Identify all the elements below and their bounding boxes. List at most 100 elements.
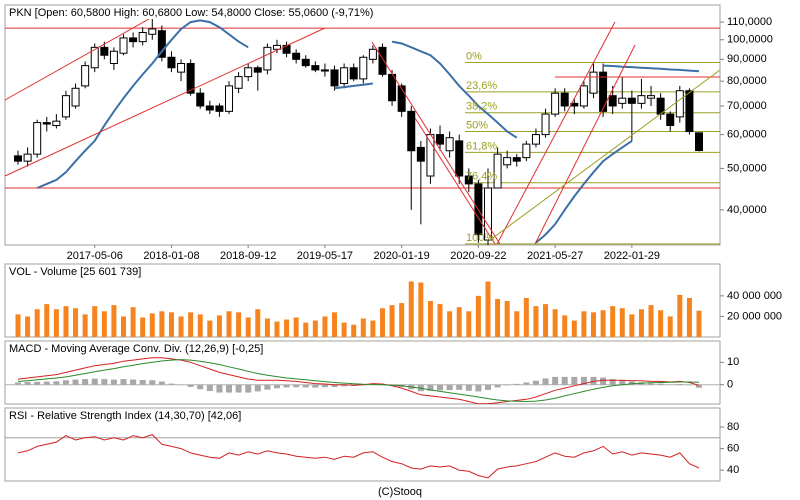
panel-title: VOL - Volume [25 601 739] xyxy=(9,266,141,278)
candle-body xyxy=(464,175,473,185)
volume-bar xyxy=(447,311,453,337)
volume-bar xyxy=(168,312,174,337)
candle-body xyxy=(627,97,636,104)
histogram-bar xyxy=(43,381,50,385)
moving-average xyxy=(603,64,700,73)
volume-bar xyxy=(619,308,625,337)
histogram-bar xyxy=(273,384,280,389)
y-tick-label: 70,0000 xyxy=(727,100,767,112)
candle-body xyxy=(129,37,138,43)
x-tick-label: 2022-01-29 xyxy=(604,250,660,262)
histogram-bar xyxy=(158,381,165,385)
volume-bar xyxy=(140,317,146,337)
histogram-bar xyxy=(53,381,60,385)
histogram-bar xyxy=(312,384,319,388)
candle-body xyxy=(119,37,128,54)
candle-body xyxy=(225,85,234,112)
volume-bar xyxy=(543,304,549,337)
title-background xyxy=(6,6,377,19)
candle-body xyxy=(675,90,684,118)
volume-bar xyxy=(658,310,664,337)
candle-body xyxy=(560,92,569,107)
volume-bar xyxy=(571,320,577,337)
histogram-bar xyxy=(82,379,89,385)
candle-body xyxy=(330,69,339,87)
volume-bar xyxy=(600,310,606,337)
histogram-bar xyxy=(216,384,223,393)
y-tick-label: 40 xyxy=(727,464,739,476)
volume-bar xyxy=(581,311,587,337)
candle-body xyxy=(205,105,214,111)
volume-bar xyxy=(322,316,328,337)
candle-body xyxy=(311,65,320,71)
trend-line xyxy=(4,27,326,177)
volume-bar xyxy=(73,308,79,337)
histogram-bar xyxy=(168,383,175,385)
volume-bar xyxy=(523,297,529,337)
histogram-bar xyxy=(283,384,290,388)
histogram-bar xyxy=(590,376,597,385)
trend-lines xyxy=(4,5,721,245)
histogram-bar xyxy=(72,379,79,385)
histogram-bar xyxy=(149,380,156,385)
volume-bar xyxy=(552,309,558,337)
candle-body xyxy=(340,67,349,85)
histogram-bar xyxy=(494,384,501,388)
title-background xyxy=(6,265,145,278)
volume-bar xyxy=(111,305,117,337)
histogram-bar xyxy=(600,377,607,385)
histogram-bar xyxy=(580,376,587,385)
candle-body xyxy=(599,71,608,112)
y-tick-label: 60,0000 xyxy=(727,128,767,140)
histogram-bar xyxy=(226,384,233,393)
panel-plot xyxy=(5,18,720,245)
volume-bar xyxy=(533,306,539,337)
candle-body xyxy=(685,90,694,133)
y-tick-label: 90,0000 xyxy=(727,53,767,65)
histogram-bar xyxy=(341,384,348,387)
candle-body xyxy=(61,95,70,118)
fib-label: 0% xyxy=(466,50,482,62)
indicator-line xyxy=(17,359,700,403)
panel-plot xyxy=(5,434,720,481)
histogram-bar xyxy=(657,383,664,385)
y-tick-label: 80 xyxy=(727,421,739,433)
fib-label: 23,6% xyxy=(466,80,497,92)
volume-bar xyxy=(178,316,184,337)
moving-average xyxy=(36,19,633,244)
volume-bar xyxy=(504,301,510,337)
histogram-bar xyxy=(513,383,520,385)
candle-body xyxy=(618,97,627,104)
histogram-bar xyxy=(206,384,213,391)
volume-bar xyxy=(389,305,395,337)
histogram-bar xyxy=(110,379,117,385)
volume-bar xyxy=(34,309,40,337)
candle-body xyxy=(23,153,32,162)
histogram-bar xyxy=(628,381,635,385)
histogram-bar xyxy=(254,384,261,392)
candle-body xyxy=(407,110,416,152)
candle-body xyxy=(493,153,502,189)
y-tick-label: 40,0000 xyxy=(727,204,767,216)
histogram-bar xyxy=(427,384,434,391)
title-background xyxy=(6,409,245,422)
volume-bar xyxy=(696,310,702,337)
volume-bar xyxy=(332,312,338,337)
candle-body xyxy=(378,46,387,75)
volume-bar xyxy=(15,314,21,337)
volume-bar xyxy=(562,315,568,337)
fib-label: 50% xyxy=(466,119,488,131)
trend-line xyxy=(496,21,616,245)
y-tick-label: 100,0000 xyxy=(727,34,773,46)
volume-bar xyxy=(284,319,290,337)
candle-body xyxy=(416,146,425,162)
candle-body xyxy=(579,85,588,107)
histogram-bar xyxy=(648,383,655,385)
candle-body xyxy=(608,95,617,107)
x-tick-label: 2020-09-22 xyxy=(450,250,506,262)
candle-body xyxy=(186,62,195,94)
candle-body xyxy=(426,134,435,177)
histogram-bar xyxy=(321,384,328,388)
volume-bar xyxy=(293,317,299,337)
candle-body xyxy=(551,92,560,115)
